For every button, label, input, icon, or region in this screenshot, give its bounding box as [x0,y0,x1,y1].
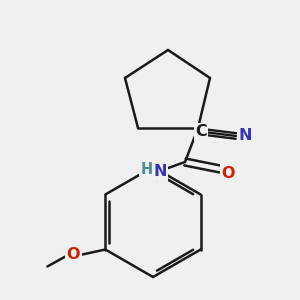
Text: O: O [221,166,235,181]
Text: N: N [153,164,167,179]
Text: N: N [238,128,252,143]
Text: C: C [195,124,207,140]
Text: H: H [141,163,153,178]
Text: O: O [67,247,80,262]
